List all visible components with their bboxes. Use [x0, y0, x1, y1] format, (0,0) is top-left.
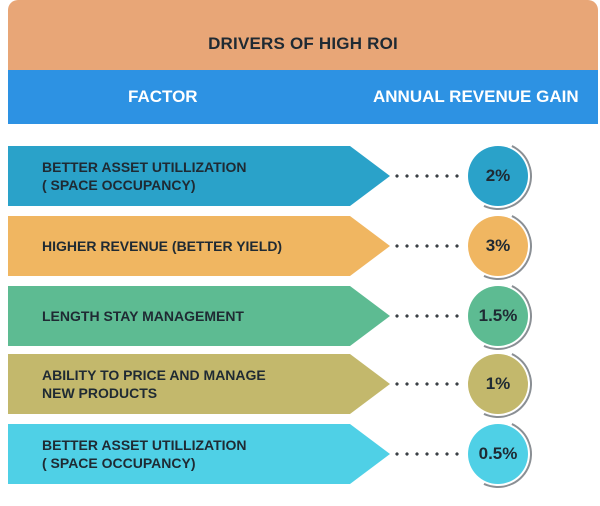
- gain-circle: 1%: [468, 354, 528, 414]
- dotted-connector: [392, 382, 462, 386]
- table-header: FACTOR ANNUAL REVENUE GAIN: [8, 70, 598, 124]
- factor-label: BETTER ASSET UTILLIZATION ( SPACE OCCUPA…: [42, 159, 247, 193]
- dotted-connector: [392, 314, 462, 318]
- factor-label: HIGHER REVENUE (BETTER YIELD): [42, 238, 283, 254]
- gain-column-header: ANNUAL REVENUE GAIN: [373, 87, 579, 106]
- page-title: DRIVERS OF HIGH ROI: [8, 0, 598, 72]
- driver-row-4: ABILITY TO PRICE AND MANAGE NEW PRODUCTS…: [8, 340, 598, 428]
- driver-row-1: BETTER ASSET UTILLIZATION ( SPACE OCCUPA…: [8, 132, 598, 220]
- driver-row-2: HIGHER REVENUE (BETTER YIELD) 3%: [8, 202, 598, 290]
- gain-circle: 2%: [468, 146, 528, 206]
- dotted-connector: [392, 452, 462, 456]
- gain-circle: 1.5%: [468, 286, 528, 346]
- dotted-connector: [392, 174, 462, 178]
- driver-row-5: BETTER ASSET UTILLIZATION ( SPACE OCCUPA…: [8, 410, 598, 498]
- factor-arrow: BETTER ASSET UTILLIZATION ( SPACE OCCUPA…: [8, 146, 390, 206]
- dotted-connector: [392, 244, 462, 248]
- factor-label: ABILITY TO PRICE AND MANAGE NEW PRODUCTS: [42, 367, 266, 401]
- factor-arrow: LENGTH STAY MANAGEMENT: [8, 286, 390, 346]
- factor-column-header: FACTOR: [128, 87, 198, 106]
- gain-circle: 0.5%: [468, 424, 528, 484]
- factor-label: LENGTH STAY MANAGEMENT: [42, 308, 244, 324]
- factor-arrow: BETTER ASSET UTILLIZATION ( SPACE OCCUPA…: [8, 424, 390, 484]
- factor-arrow: ABILITY TO PRICE AND MANAGE NEW PRODUCTS: [8, 354, 390, 414]
- driver-row-3: LENGTH STAY MANAGEMENT 1.5%: [8, 272, 598, 360]
- factor-arrow: HIGHER REVENUE (BETTER YIELD): [8, 216, 390, 276]
- gain-circle: 3%: [468, 216, 528, 276]
- factor-label: BETTER ASSET UTILLIZATION ( SPACE OCCUPA…: [42, 437, 247, 471]
